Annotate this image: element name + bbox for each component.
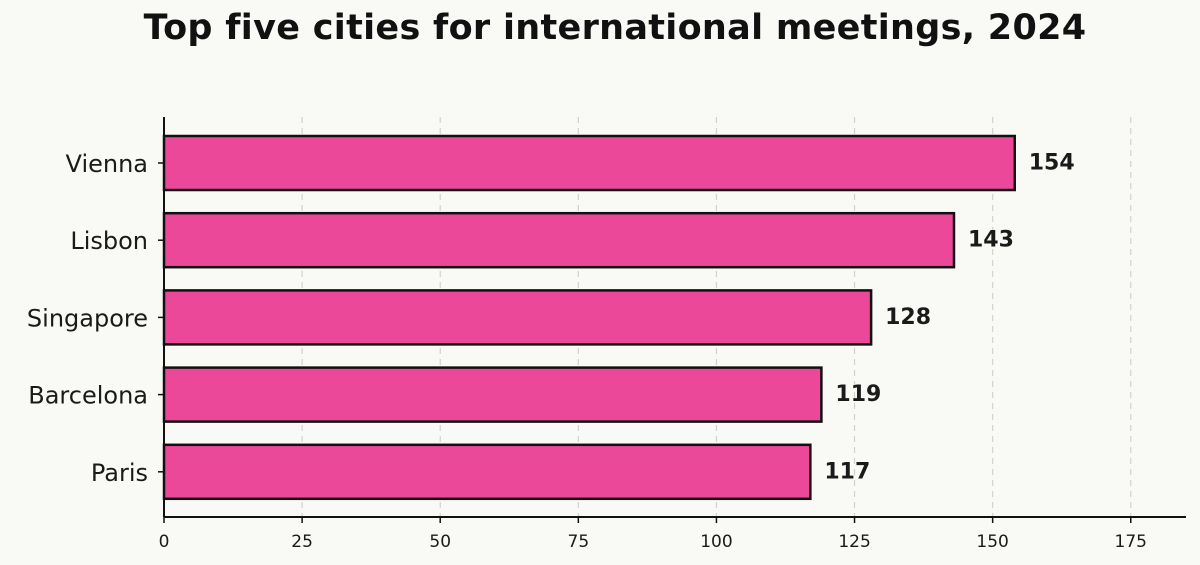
x-tick-label: 75 <box>568 532 590 552</box>
x-tick-label: 175 <box>1115 532 1147 552</box>
bar-barcelona <box>162 366 823 423</box>
x-tick-label: 100 <box>700 532 732 552</box>
data-label: 128 <box>885 305 931 330</box>
data-label: 117 <box>824 459 870 484</box>
category-label: Barcelona <box>28 382 148 410</box>
bar-singapore <box>162 289 873 346</box>
x-tick-label: 25 <box>291 532 313 552</box>
data-label: 154 <box>1029 151 1075 176</box>
x-tick-label: 150 <box>976 532 1008 552</box>
axes <box>158 117 1186 523</box>
bar-vienna <box>162 134 1016 192</box>
data-label: 119 <box>835 382 881 407</box>
category-label: Lisbon <box>70 227 148 255</box>
category-label: Vienna <box>66 150 148 178</box>
x-tick-label: 0 <box>159 532 170 552</box>
labels: 154 Vienna 143 Lisbon 128 Singapore 119 Barcelo… <box>27 150 1147 552</box>
bars <box>162 134 1016 501</box>
category-label: Singapore <box>27 304 148 332</box>
data-label: 143 <box>968 228 1014 253</box>
chart-title: Top five cities for international meetin… <box>143 8 1087 48</box>
category-label: Paris <box>91 459 148 487</box>
bar-lisbon <box>162 211 956 269</box>
bar-paris <box>162 443 812 501</box>
x-tick-label: 50 <box>429 532 451 552</box>
x-tick-label: 125 <box>838 532 870 552</box>
